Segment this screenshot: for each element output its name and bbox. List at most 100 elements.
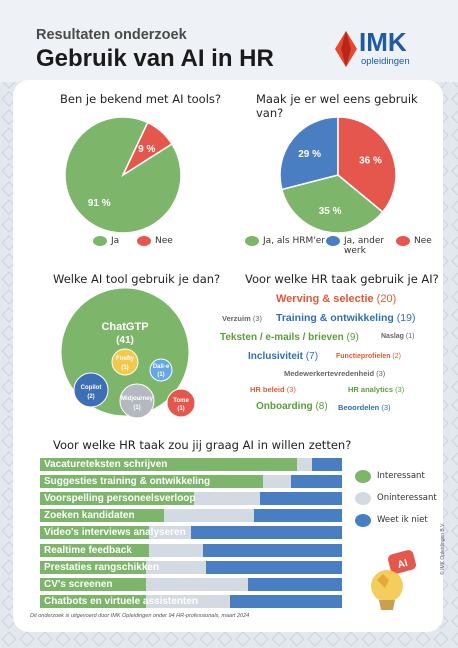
logo-subtext: opleidingen xyxy=(361,56,410,67)
pie-slice xyxy=(280,174,384,234)
pie-slice xyxy=(121,121,174,178)
legend-swatch xyxy=(355,470,371,483)
bubble-count: (1) xyxy=(133,405,140,411)
bubble-midjourney xyxy=(119,383,155,419)
pie-slice xyxy=(279,116,339,191)
header-title: Gebruik van AI in HR xyxy=(36,45,274,72)
bar-category-label: Realtime feedback xyxy=(44,544,132,556)
word-cloud-item: HR analytics (3) xyxy=(348,385,404,394)
bar-row: Chatbots en virtuele assistenten xyxy=(40,594,342,608)
bar-segment-interessant xyxy=(40,577,146,591)
copyright: © IMK Opleidingen B.V. xyxy=(440,522,446,575)
legend-label: Weet ik niet xyxy=(377,515,428,525)
word-cloud-item: Medewerkertevredenheid (3) xyxy=(284,369,385,378)
bar-segment-oninteressant xyxy=(163,509,255,523)
q2-pie-chart: 35 % 29 % 36 % xyxy=(279,116,397,234)
bubble-label: Dall-e xyxy=(153,364,170,370)
bar-row: Video's interviews analyseren xyxy=(40,526,342,540)
bar-category-label: Prestaties rangschikken xyxy=(44,561,160,573)
ai-badge: AI xyxy=(396,558,409,571)
word-count: (3) xyxy=(376,369,386,378)
q3-bubble-chart: ChatGTP (41) Firefly (1) Dall-e (1) Copilot (2)… xyxy=(60,288,196,419)
pie-value-label: 29 % xyxy=(298,149,321,160)
bar-segment-weetikniet xyxy=(248,577,342,591)
bar-segment-interessant xyxy=(40,492,195,506)
bubble-label: ChatGTP xyxy=(101,321,148,333)
bar-category-label: Suggesties training & ontwikkeling xyxy=(44,476,211,488)
word-cloud-item: Functieprofielen (2) xyxy=(336,353,401,360)
word-count: (3) xyxy=(286,385,296,394)
word-count: (8) xyxy=(315,401,328,412)
legend-label: Nee xyxy=(414,236,432,246)
q3-question: Welke AI tool gebruik je dan? xyxy=(53,272,221,286)
bubble-label: Copilot xyxy=(81,385,102,391)
pie-value-label: 9 % xyxy=(138,144,155,155)
bubble-label: Firefly xyxy=(116,356,135,362)
legend-label: Oninteressant xyxy=(377,493,437,503)
bubble-count: (1) xyxy=(157,372,164,378)
legend-label: Ja, ander werk xyxy=(344,236,385,256)
word-text: HR beleid xyxy=(250,385,287,394)
word-count: (1) xyxy=(405,333,415,340)
q5-question: Voor welke HR taak zou jij graag AI in w… xyxy=(53,438,352,452)
bar-segment-weetikniet xyxy=(206,560,342,574)
legend-swatch xyxy=(355,492,371,505)
bar-segment-weetikniet xyxy=(191,526,342,540)
word-cloud-item: Werving & selectie (20) xyxy=(276,293,396,305)
legend-swatch xyxy=(355,514,371,527)
bubble-label: Midjourney xyxy=(121,396,154,402)
bubble-count: (1) xyxy=(121,365,128,371)
bar-row: Prestaties rangschikken xyxy=(40,560,342,574)
bar-row: CV's screenen xyxy=(40,577,342,591)
q1-pie-chart: 91 % 9 % xyxy=(64,116,182,234)
pie-value-label: 91 % xyxy=(88,198,111,209)
bar-segment-oninteressant xyxy=(296,458,312,471)
bar-segment-weetikniet xyxy=(254,509,342,523)
word-text: Naslag xyxy=(381,333,406,340)
content-card: Ben je bekend met AI tools? 91 % 9 % Ja N… xyxy=(13,80,443,632)
word-count: (2) xyxy=(392,353,401,360)
bar-segment-weetikniet xyxy=(311,458,342,471)
bar-segment-interessant xyxy=(40,543,149,557)
word-cloud-item: Beoordelen (3) xyxy=(338,403,391,412)
bar-segment-oninteressant xyxy=(194,492,261,506)
bubble-count: (41) xyxy=(116,335,134,346)
word-cloud-item: Teksten / e-mails / brieven (9) xyxy=(220,332,359,343)
bar-segment-interessant xyxy=(40,458,297,471)
legend-label: Interessant xyxy=(377,471,425,481)
q1-question: Ben je bekend met AI tools? xyxy=(60,92,222,106)
legend-swatch xyxy=(396,236,410,246)
word-count: (3) xyxy=(381,403,391,412)
bar-segment-interessant xyxy=(40,560,146,574)
legend-swatch xyxy=(326,236,340,246)
legend-swatch xyxy=(93,236,107,246)
bar-segment-interessant xyxy=(40,475,264,489)
logo-text: IMK xyxy=(359,27,407,57)
bubble-label: Tome xyxy=(173,398,189,404)
word-cloud-item: Onboarding (8) xyxy=(256,401,328,412)
bar-row: Suggesties training & ontwikkeling xyxy=(40,475,342,489)
imk-logo-icon xyxy=(335,31,357,67)
word-cloud-item: Verzuim (3) xyxy=(222,314,262,323)
legend-swatch xyxy=(137,236,151,246)
bubble-count: (1) xyxy=(177,406,184,412)
bar-category-label: Vacatureteksten schrijven xyxy=(44,459,168,470)
header-subtitle: Resultaten onderzoek xyxy=(36,27,187,43)
word-text: HR analytics xyxy=(348,385,396,394)
q4-question: Voor welke HR taak gebruik je AI? xyxy=(245,272,439,286)
bar-row: Realtime feedback xyxy=(40,543,342,557)
bar-segment-oninteressant xyxy=(148,543,204,557)
bubble-firefly xyxy=(111,348,139,376)
imk-logo: IMK opleidingen xyxy=(334,27,424,70)
legend-label: Nee xyxy=(155,236,173,246)
bar-row: Voorspelling personeelsverloop xyxy=(40,492,342,506)
q4-word-cloud: Werving & selectie (20) Verzuim (3) Traini… xyxy=(208,290,443,415)
bar-segment-interessant xyxy=(40,594,146,608)
bar-segment-interessant xyxy=(40,526,149,540)
legend-label: Ja xyxy=(111,236,120,246)
bar-segment-oninteressant xyxy=(145,577,249,591)
bar-category-label: Video's interviews analyseren xyxy=(44,527,186,539)
q2-question: Maak je er wel eens gebruik van? xyxy=(256,92,418,120)
bar-segment-oninteressant xyxy=(145,594,231,608)
word-count: (7) xyxy=(305,351,319,362)
